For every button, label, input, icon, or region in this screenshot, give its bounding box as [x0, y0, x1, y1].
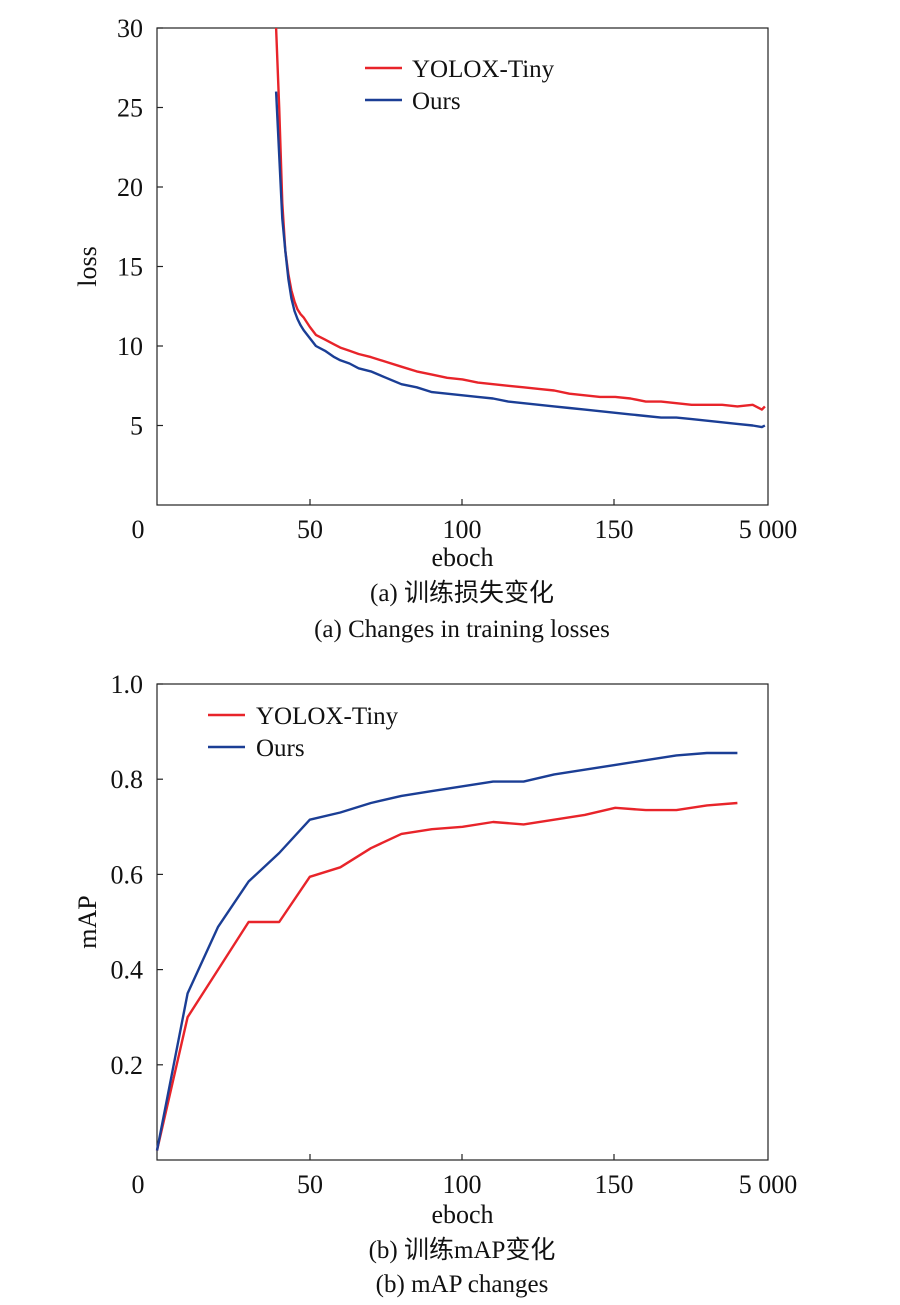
y-axis-label: loss [73, 246, 102, 286]
y-tick-label: 0.2 [111, 1051, 144, 1080]
legend-label-ours: Ours [256, 735, 305, 762]
y-tick-label: 20 [117, 173, 143, 202]
x-axis-label: eboch [431, 543, 493, 572]
legend-label-yolox-tiny: YOLOX-Tiny [412, 56, 555, 83]
series-line-yolox-tiny [155, 801, 738, 1151]
caption-chinese: (b) 训练mAP变化 [369, 1236, 556, 1264]
y-tick-label: 30 [117, 14, 143, 43]
x-tick-label: 50 [297, 1170, 323, 1199]
x-tick-label: 150 [595, 515, 634, 544]
x-axis-label: eboch [431, 1200, 493, 1229]
x-tick-label: 100 [443, 515, 482, 544]
y-tick-label: 25 [117, 94, 143, 123]
caption-english: (b) mAP changes [376, 1271, 549, 1298]
y-tick-label: 0.6 [111, 860, 144, 889]
y-tick-label: 0.4 [111, 956, 144, 985]
y-axis-label: mAP [73, 895, 102, 948]
chart-loss: 5 10 15 20 25 30 0 50 100 150 5 000 eboch loss YOLOX-… [73, 14, 797, 643]
x-tick-label: 5 000 [739, 515, 798, 544]
caption-english: (a) Changes in training losses [314, 616, 610, 643]
y-tick-label: 15 [117, 253, 143, 282]
y-tick-label: 1.0 [111, 670, 144, 699]
x-tick-label: 50 [297, 515, 323, 544]
x-tick-label: 100 [443, 1170, 482, 1199]
legend-label-yolox-tiny: YOLOX-Tiny [256, 703, 399, 730]
series-line-ours [274, 91, 766, 429]
y-tick-label: 10 [117, 332, 143, 361]
x-tick-label: 5 000 [739, 1170, 798, 1199]
legend-label-ours: Ours [412, 88, 461, 115]
y-tick-label: 0.8 [111, 765, 144, 794]
x-tick-label: 0 [132, 1170, 145, 1199]
chart-map: 0.2 0.4 0.6 0.8 1.0 0 50 100 150 5 000 eboch mAP YOL… [73, 670, 797, 1298]
series-line-yolox-tiny [274, 27, 766, 411]
x-tick-label: 0 [132, 515, 145, 544]
y-tick-label: 5 [130, 412, 143, 441]
plot-frame [156, 27, 769, 506]
caption-chinese: (a) 训练损失变化 [370, 579, 554, 607]
series-line-ours [155, 751, 738, 1151]
x-tick-label: 150 [595, 1170, 634, 1199]
